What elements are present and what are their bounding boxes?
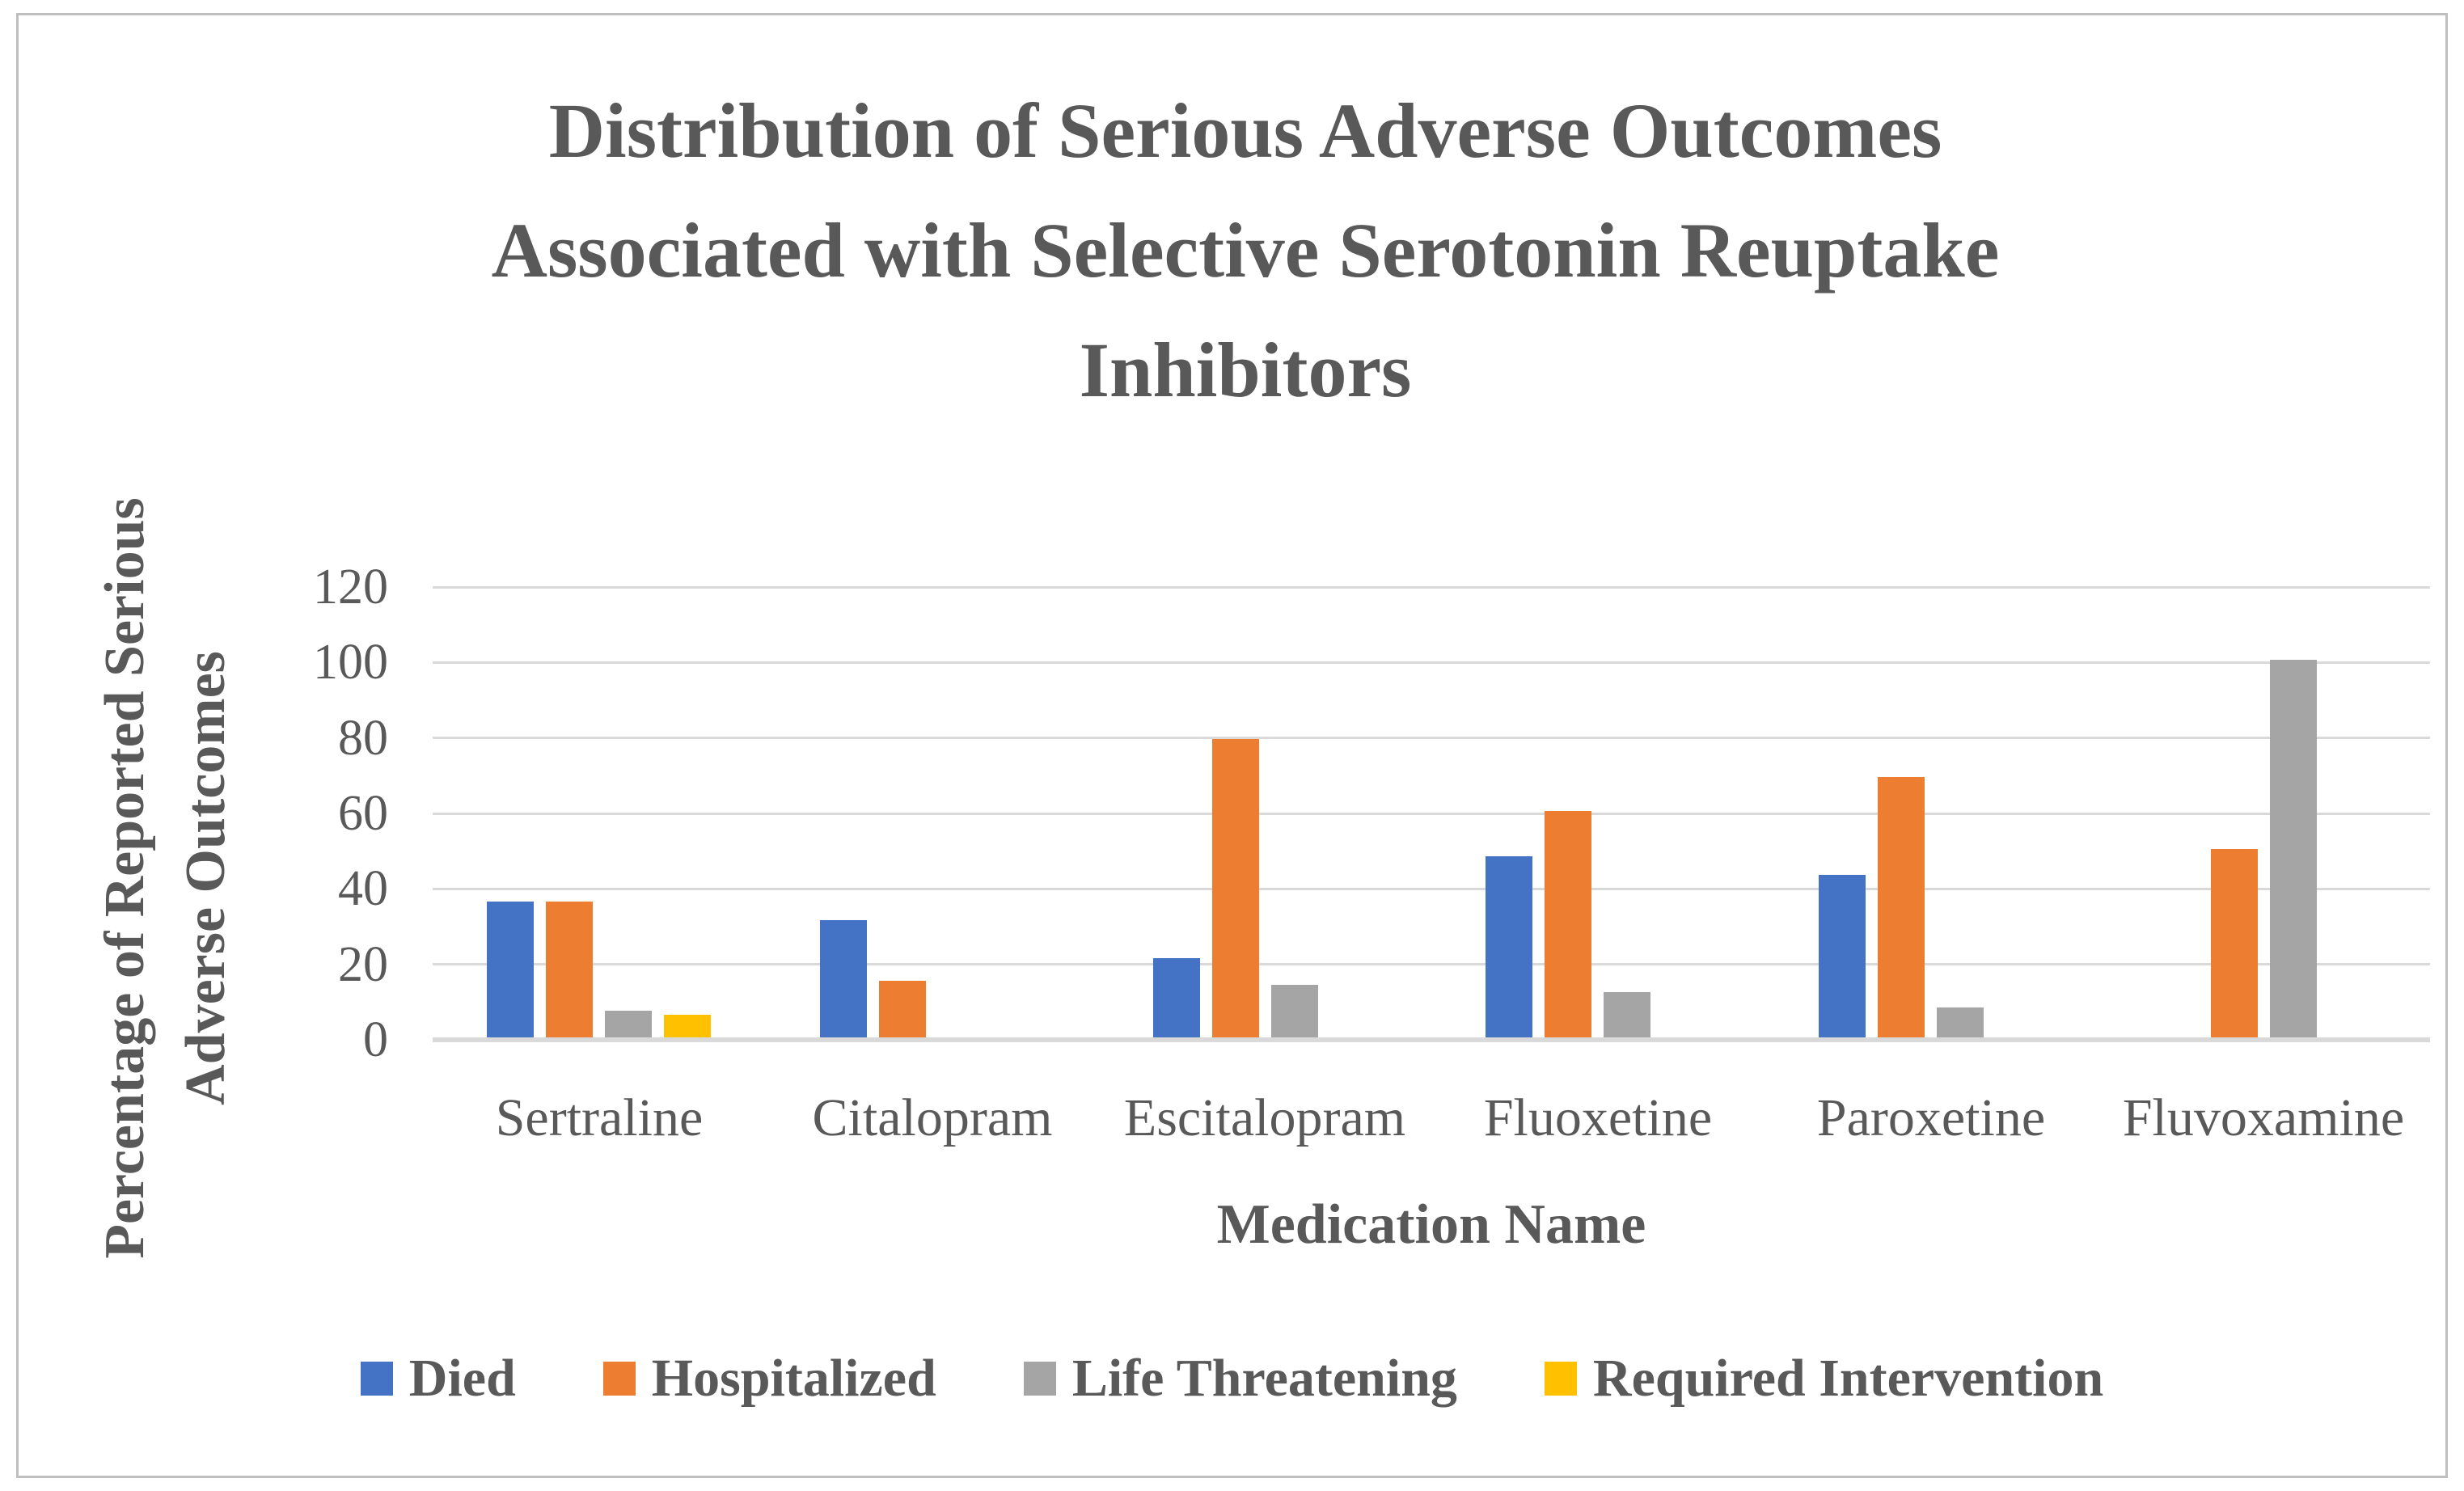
bar-died-citalopram bbox=[820, 920, 867, 1037]
y-tick-label: 80 bbox=[338, 711, 388, 766]
legend-item-died: Died bbox=[360, 1349, 516, 1408]
gridline bbox=[433, 661, 2430, 664]
x-axis-title: Medication Name bbox=[1216, 1193, 1646, 1256]
bar-life-threatening-escitalopram bbox=[1271, 985, 1318, 1037]
bar-life-threatening-fluvoxamine bbox=[2270, 660, 2317, 1037]
legend-swatch-icon bbox=[1544, 1362, 1577, 1396]
gridline bbox=[433, 963, 2430, 965]
x-category-label: Citalopram bbox=[812, 1088, 1053, 1147]
bar-died-fluoxetine bbox=[1486, 856, 1532, 1037]
legend-label: Hospitalized bbox=[651, 1349, 936, 1408]
legend-item-required-intervention: Required Intervention bbox=[1544, 1349, 2104, 1408]
gridline bbox=[433, 737, 2430, 739]
x-category-label: Escitalopram bbox=[1123, 1088, 1406, 1147]
y-tick-label: 0 bbox=[363, 1012, 388, 1067]
bar-hospitalized-sertraline bbox=[546, 902, 593, 1037]
chart-title-line-3: Inhibitors bbox=[1079, 327, 1412, 413]
x-axis-line bbox=[433, 1037, 2430, 1042]
gridline bbox=[433, 813, 2430, 815]
bar-life-threatening-sertraline bbox=[605, 1011, 652, 1037]
x-category-label: Sertraline bbox=[495, 1088, 704, 1147]
legend-label: Died bbox=[408, 1349, 516, 1408]
chart-title: Distribution of Serious Adverse Outcomes… bbox=[210, 71, 2280, 430]
bar-required-intervention-sertraline bbox=[664, 1015, 711, 1037]
y-tick-label: 60 bbox=[338, 786, 388, 841]
bar-hospitalized-fluvoxamine bbox=[2211, 849, 2258, 1037]
gridline bbox=[433, 888, 2430, 890]
bar-hospitalized-citalopram bbox=[879, 981, 926, 1037]
y-tick-label: 20 bbox=[338, 937, 388, 992]
x-category-label: Fluvoxamine bbox=[2122, 1088, 2405, 1147]
legend-item-life-threatening: Life Threatening bbox=[1023, 1349, 1457, 1408]
bar-hospitalized-escitalopram bbox=[1212, 739, 1259, 1037]
gridline bbox=[433, 586, 2430, 589]
y-tick-label: 40 bbox=[338, 861, 388, 916]
x-category-label: Fluoxetine bbox=[1483, 1088, 1713, 1147]
bar-died-sertraline bbox=[487, 902, 534, 1037]
legend-swatch-icon bbox=[1023, 1362, 1056, 1396]
legend-item-hospitalized: Hospitalized bbox=[602, 1349, 936, 1408]
bar-died-escitalopram bbox=[1153, 958, 1200, 1037]
bar-died-paroxetine bbox=[1819, 875, 1866, 1037]
chart-title-line-2: Associated with Selective Serotonin Reup… bbox=[491, 207, 2000, 294]
bar-hospitalized-paroxetine bbox=[1878, 777, 1925, 1037]
bar-hospitalized-fluoxetine bbox=[1545, 811, 1591, 1037]
x-category-label: Paroxetine bbox=[1816, 1088, 2046, 1147]
chart-title-line-1: Distribution of Serious Adverse Outcomes bbox=[548, 87, 1942, 174]
legend-swatch-icon bbox=[360, 1362, 393, 1396]
legend-label: Life Threatening bbox=[1071, 1349, 1457, 1408]
y-tick-label: 120 bbox=[313, 560, 388, 615]
legend-swatch-icon bbox=[602, 1362, 636, 1396]
y-tick-label: 100 bbox=[313, 635, 388, 690]
bar-life-threatening-fluoxetine bbox=[1604, 992, 1650, 1037]
bar-life-threatening-paroxetine bbox=[1937, 1007, 1984, 1037]
legend: Died Hospitalized Life Threatening Required… bbox=[32, 1352, 2432, 1405]
legend-label: Required Intervention bbox=[1592, 1349, 2104, 1408]
